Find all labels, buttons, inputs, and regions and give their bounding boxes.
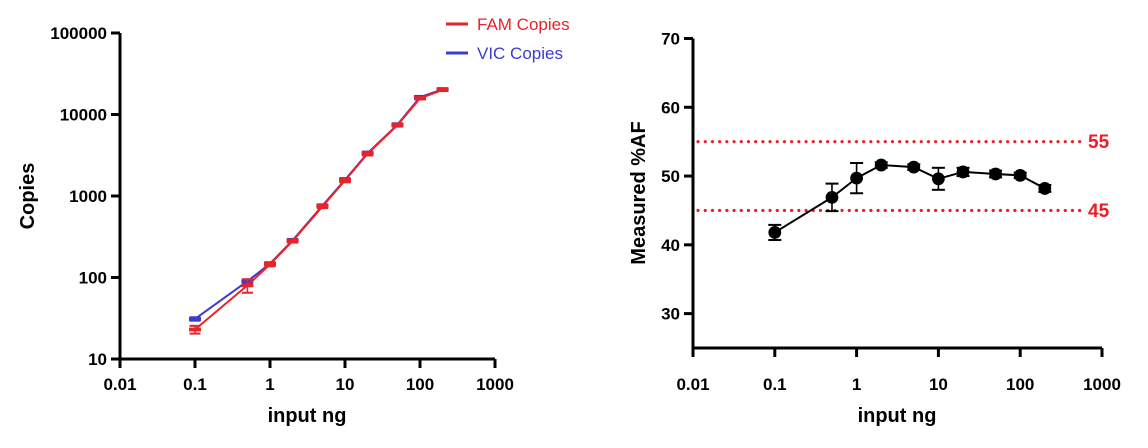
y-tick-label: 1000 (69, 187, 107, 206)
x-tick-label: 0.01 (676, 375, 709, 394)
data-point (189, 327, 201, 332)
data-point (391, 123, 404, 128)
copies-standard-curve-chart: 0.01 0.1 1 10 100 1000 10 100 1000 10000 100000 (50, 24, 514, 394)
data-point (436, 88, 449, 92)
y-tick-label: 100000 (50, 24, 107, 43)
x-tick-label: 10 (336, 375, 355, 394)
legend-label-vic: VIC Copies (477, 44, 563, 63)
x-tick-label: 1000 (1083, 375, 1121, 394)
y-tick-label: 100 (79, 269, 107, 288)
x-tick-label: 0.1 (183, 375, 207, 394)
reference-line-55: 55 (696, 132, 1110, 153)
y-tick-label: 30 (661, 305, 680, 324)
data-point (932, 172, 945, 186)
data-point (241, 283, 254, 288)
x-tick-label: 0.01 (103, 375, 136, 394)
series-measured-af (768, 158, 1052, 242)
x-tick-label: 1 (265, 375, 274, 394)
y-tick-label: 60 (661, 98, 680, 117)
data-point (956, 165, 970, 179)
data-point (768, 226, 782, 239)
series-line (774, 164, 1046, 234)
right-y-axis-title: Measured %AF (628, 121, 650, 264)
data-point (825, 190, 839, 204)
x-tick-label: 10 (929, 375, 948, 394)
y-tick-label: 40 (661, 236, 680, 255)
reference-line-45: 45 (696, 201, 1110, 222)
axes: 0.01 0.1 1 10 100 1000 10 100 1000 10000 100000 (50, 24, 514, 394)
data-point (264, 262, 276, 267)
legend: FAM Copies VIC Copies (446, 15, 570, 63)
left-y-axis-title: Copies (17, 163, 39, 230)
data-point (189, 317, 201, 321)
series-fam-copies (189, 87, 449, 335)
data-point (1038, 182, 1052, 195)
x-tick-label: 100 (1006, 375, 1034, 394)
measured-af-chart: 0.01 0.1 1 10 100 1000 30 40 50 60 70 55 45 (661, 30, 1121, 395)
data-point (989, 167, 1002, 181)
x-tick-label: 1000 (476, 375, 514, 394)
x-tick-label: 1 (852, 375, 861, 394)
y-tick-label: 10 (88, 350, 107, 369)
x-tick-label: 0.1 (763, 375, 787, 394)
right-x-axis-title: input ng (858, 405, 937, 427)
legend-label-fam: FAM Copies (477, 15, 570, 34)
data-point (286, 239, 299, 243)
data-point (1013, 168, 1027, 182)
data-point (874, 158, 888, 172)
y-tick-label: 70 (661, 30, 680, 49)
axis-spines (118, 33, 495, 361)
reference-line-label: 55 (1088, 132, 1110, 153)
reference-line-label: 45 (1088, 201, 1110, 222)
data-point (907, 160, 921, 174)
data-point (414, 96, 426, 101)
y-tick-label: 50 (661, 167, 680, 186)
data-point (339, 178, 351, 183)
y-tick-label: 10000 (60, 106, 107, 125)
left-x-axis-title: input ng (268, 405, 347, 427)
x-tick-label: 100 (406, 375, 434, 394)
series-line (194, 89, 443, 331)
axes: 0.01 0.1 1 10 100 1000 30 40 50 60 70 (661, 30, 1121, 395)
data-point (850, 171, 863, 185)
data-point (316, 204, 329, 209)
data-point (361, 151, 374, 156)
